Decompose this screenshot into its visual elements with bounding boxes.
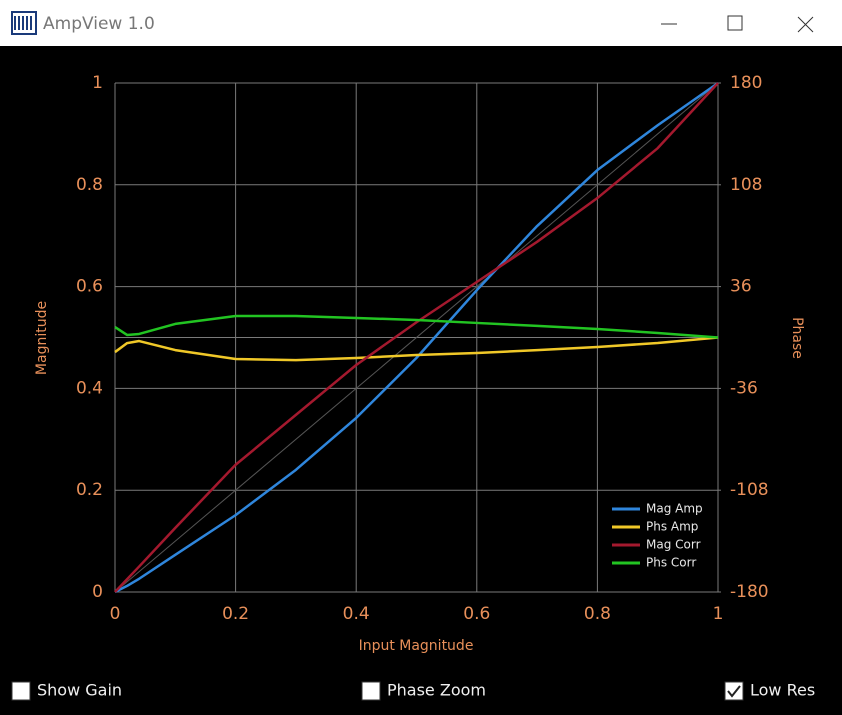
checkbox-check	[727, 685, 741, 698]
x-tick-label: 0.6	[463, 604, 490, 624]
checkbox-label: Phase Zoom	[387, 681, 486, 700]
reference-diagonal	[114, 82, 719, 593]
series-line	[114, 82, 719, 593]
y-tick-label: 0.8	[76, 175, 103, 195]
window-title: AmpView 1.0	[43, 14, 155, 34]
x-tick-label: 0.4	[343, 604, 370, 624]
checkbox-box	[361, 681, 381, 701]
y2-tick-label: 180	[730, 73, 762, 93]
y-tick-label: 0.2	[76, 480, 103, 500]
series-line	[114, 81, 719, 594]
x-tick-label: 0	[110, 604, 121, 624]
checkbox-box	[724, 681, 744, 701]
checkbox[interactable]: Low Res	[724, 681, 815, 701]
y2-tick-label: -108	[730, 480, 769, 500]
series-line	[114, 336, 719, 362]
y2-tick-label: 108	[730, 175, 762, 195]
close-button[interactable]	[797, 16, 814, 33]
x-axis-label: Input Magnitude	[359, 638, 474, 654]
checkbox[interactable]: Show Gain	[11, 681, 122, 701]
checkbox-label: Show Gain	[37, 681, 122, 700]
y-tick-label: 0.6	[76, 277, 103, 297]
grid	[114, 82, 721, 593]
checkbox[interactable]: Phase Zoom	[361, 681, 486, 701]
x-tick-label: 1	[713, 604, 724, 624]
legend-label: Mag Corr	[646, 538, 701, 552]
y-tick-label: 1	[92, 73, 103, 93]
y-tick-label: 0	[92, 582, 103, 602]
y2-tick-label: -180	[730, 582, 769, 602]
title-bar	[0, 0, 842, 46]
checkbox-label: Low Res	[750, 681, 815, 700]
y2-axis-label: Phase	[789, 317, 805, 359]
x-tick-label: 0.2	[222, 604, 249, 624]
checkbox-box	[11, 681, 31, 701]
legend-label: Phs Corr	[646, 556, 696, 570]
series-line	[114, 314, 719, 339]
maximize-button[interactable]	[727, 15, 743, 31]
y2-tick-label: -36	[730, 378, 758, 398]
legend-label: Mag Amp	[646, 502, 703, 516]
y-axis-label: Magnitude	[34, 301, 50, 375]
x-tick-label: 0.8	[584, 604, 611, 624]
app-icon	[11, 11, 37, 35]
y-tick-label: 0.4	[76, 378, 103, 398]
y2-tick-label: 36	[730, 277, 752, 297]
legend-label: Phs Amp	[646, 520, 698, 534]
